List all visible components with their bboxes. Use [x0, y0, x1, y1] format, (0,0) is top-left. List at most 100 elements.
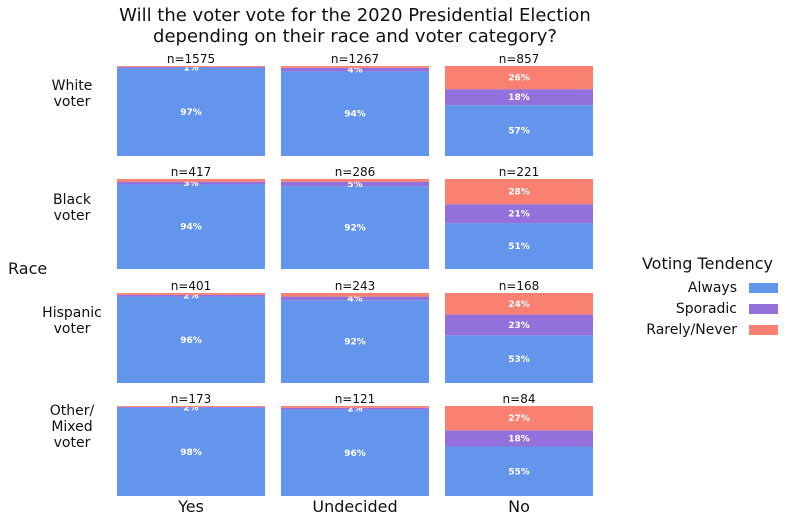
chart-title-line-1: Will the voter vote for the 2020 Preside… — [119, 5, 591, 26]
bar-segment-always — [445, 223, 593, 269]
bar-segment-rarely-never — [117, 179, 265, 182]
bar-segment-always — [281, 409, 429, 496]
legend-label: Sporadic — [675, 300, 737, 317]
data-label: 55% — [508, 467, 530, 477]
bar-segment-sporadic — [117, 406, 265, 408]
bar-segment-sporadic — [281, 181, 429, 187]
data-label: 23% — [508, 321, 530, 331]
bar-segment-always — [117, 296, 265, 383]
data-label: 2% — [347, 405, 362, 415]
legend-swatch-always — [749, 282, 778, 293]
sample-size-label: n=857 — [499, 52, 540, 66]
bar-segment-always — [117, 67, 265, 156]
row-label-line: Mixed — [51, 419, 93, 435]
bar-segment-rarely-never — [281, 66, 429, 68]
row-label-line: voter — [53, 435, 91, 451]
legend-label: Always — [687, 279, 737, 296]
legend-item-rarely-never: Rarely/Never — [620, 319, 785, 340]
x-tick-label: Undecided — [312, 497, 397, 516]
data-label: 96% — [180, 336, 202, 346]
data-label: 57% — [508, 127, 530, 137]
row-label-line: White — [51, 78, 93, 94]
bar-segment-sporadic — [281, 67, 429, 72]
bar-segment-always — [445, 335, 593, 383]
legend-item-always: Always — [620, 277, 785, 298]
bar-segment-rarely-never — [281, 293, 429, 297]
bar-segment-rarely-never — [445, 66, 593, 90]
row-label-hispanic: Hispanic voter — [27, 305, 117, 337]
data-label: 94% — [344, 110, 366, 120]
data-label: 2% — [183, 403, 198, 413]
row-label-white: White voter — [27, 78, 117, 110]
bar-segment-always — [445, 105, 593, 156]
data-label: 94% — [180, 223, 202, 233]
bar-segment-sporadic — [445, 430, 593, 447]
bar-segment-always — [281, 71, 429, 156]
data-label: 4% — [347, 294, 362, 304]
sample-size-label: n=243 — [335, 279, 376, 293]
bar-segment-always — [281, 300, 429, 383]
data-label: 5% — [347, 180, 362, 190]
bar-segment-always — [445, 446, 593, 496]
data-label: 2% — [183, 292, 198, 302]
bar-segment-rarely-never — [117, 66, 265, 67]
bar-segment-sporadic — [281, 407, 429, 410]
chart-title-line-2: depending on their race and voter catego… — [153, 26, 557, 47]
data-label: 26% — [508, 74, 530, 84]
data-label: 1% — [183, 63, 198, 73]
bar-segment-sporadic — [445, 204, 593, 224]
bar-segment-sporadic — [445, 314, 593, 336]
legend-swatch-sporadic — [749, 303, 778, 314]
legend-label: Rarely/Never — [646, 321, 737, 338]
x-tick-label: Yes — [177, 497, 204, 516]
sample-size-label: n=84 — [503, 392, 536, 406]
data-label: 3% — [183, 179, 198, 189]
bar-segment-always — [117, 407, 265, 496]
data-label: 53% — [508, 355, 530, 365]
bar-segment-sporadic — [281, 296, 429, 301]
bar-segment-rarely-never — [445, 293, 593, 315]
row-label-line: voter — [53, 94, 91, 110]
bar-segment-rarely-never — [445, 179, 593, 205]
bar-segment-rarely-never — [281, 406, 429, 408]
sample-size-label: n=417 — [171, 165, 212, 179]
bar-segment-sporadic — [117, 294, 265, 297]
row-label-line: voter — [53, 208, 91, 224]
data-label: 92% — [344, 338, 366, 348]
data-label: 27% — [508, 414, 530, 424]
legend: Voting Tendency Always Sporadic Rarely/N… — [620, 254, 785, 340]
sample-size-label: n=401 — [171, 279, 212, 293]
sample-size-label: n=286 — [335, 165, 376, 179]
data-label: 28% — [508, 188, 530, 198]
bar-segment-rarely-never — [281, 179, 429, 182]
sample-size-label: n=168 — [499, 279, 540, 293]
bar-segment-sporadic — [117, 181, 265, 185]
bar-segment-rarely-never — [117, 406, 265, 407]
bar-segment-rarely-never — [117, 293, 265, 295]
sample-size-label: n=121 — [335, 392, 376, 406]
data-label: 18% — [508, 434, 530, 444]
row-label-black: Black voter — [27, 192, 117, 224]
legend-title: Voting Tendency — [641, 254, 773, 273]
data-label: 21% — [508, 210, 530, 220]
data-label: 92% — [344, 224, 366, 234]
data-label: 18% — [508, 93, 530, 103]
x-tick-label: No — [508, 497, 530, 516]
sample-size-label: n=1267 — [331, 52, 379, 66]
data-label: 97% — [180, 108, 202, 118]
data-label: 4% — [347, 66, 362, 76]
bar-segment-always — [117, 184, 265, 269]
row-label-line: Other/ — [49, 403, 95, 419]
bar-segment-always — [281, 186, 429, 269]
sample-size-label: n=173 — [171, 392, 212, 406]
bar-segment-sporadic — [445, 89, 593, 106]
row-label-line: voter — [53, 321, 91, 337]
data-label: 96% — [344, 449, 366, 459]
data-label: 24% — [508, 300, 530, 310]
data-label: 98% — [180, 448, 202, 458]
sample-size-label: n=221 — [499, 165, 540, 179]
bar-segment-sporadic — [117, 66, 265, 68]
legend-swatch-rarely-never — [749, 324, 778, 335]
legend-item-sporadic: Sporadic — [620, 298, 785, 319]
